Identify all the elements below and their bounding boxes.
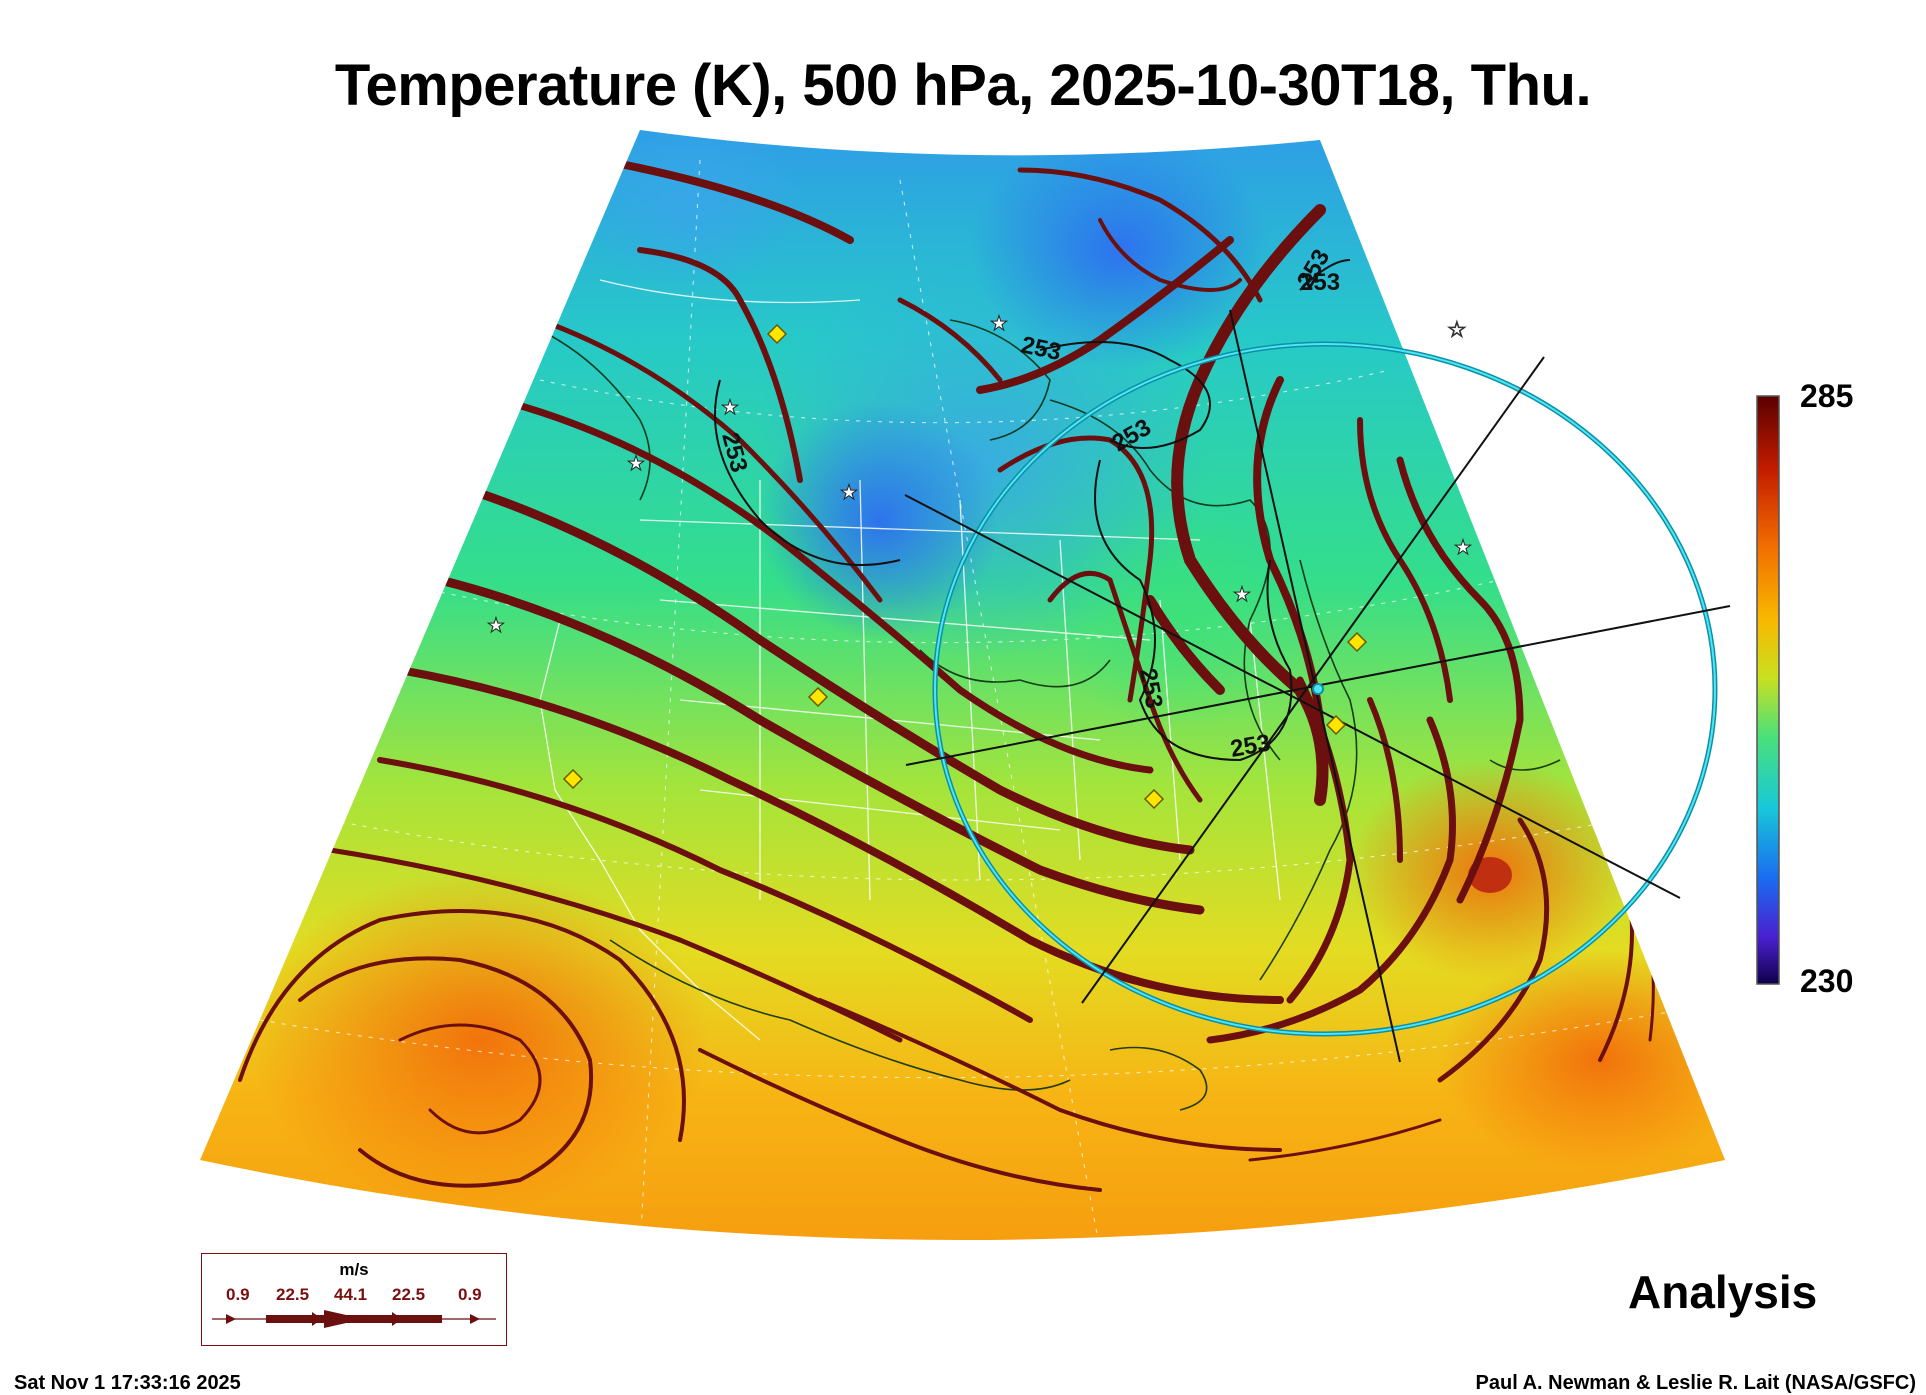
contour-label: 253 (1300, 269, 1340, 296)
wind-legend-arrow (212, 1310, 496, 1328)
colorbar (1756, 395, 1780, 985)
svg-text:★: ★ (990, 311, 1008, 335)
svg-text:★: ★ (840, 480, 858, 504)
wind-streamlines (238, 156, 1655, 1192)
credit-line: Paul A. Newman & Leslie R. Lait (NASA/GS… (1475, 1372, 1916, 1394)
ring-center-marker (1312, 683, 1324, 695)
timestamp: Sat Nov 1 17:33:16 2025 (14, 1372, 241, 1394)
svg-text:★: ★ (487, 613, 505, 637)
wind-legend-value: 44.1 (334, 1285, 368, 1304)
station-diamonds (562, 323, 1368, 810)
colorbar-min-label: 230 (1800, 963, 1854, 999)
temperature-field (200, 130, 1725, 1240)
svg-text:★: ★ (721, 395, 739, 419)
analysis-label: Analysis (1628, 1266, 1818, 1318)
outlier-star-marker: ☆ (1447, 318, 1467, 343)
svg-text:★: ★ (1454, 535, 1472, 559)
wind-legend-value: 22.5 (392, 1285, 426, 1304)
svg-text:★: ★ (627, 451, 645, 475)
wind-legend-value: 0.9 (226, 1285, 250, 1304)
station-stars: ★ ★ ★ ★ ★ ★ ★ (487, 311, 1473, 638)
wind-speed-legend: m/s 0.9 22.5 44.1 22.5 0.9 (201, 1253, 507, 1346)
colorbar-max-label: 285 (1800, 378, 1854, 414)
wind-legend-value: 22.5 (276, 1285, 310, 1304)
svg-text:★: ★ (1233, 582, 1251, 606)
map-title: Temperature (K), 500 hPa, 2025-10-30T18,… (334, 53, 1592, 118)
wind-legend-value: 0.9 (458, 1285, 482, 1304)
temperature-contours (714, 259, 1351, 762)
wind-legend-unit: m/s (339, 1260, 369, 1279)
